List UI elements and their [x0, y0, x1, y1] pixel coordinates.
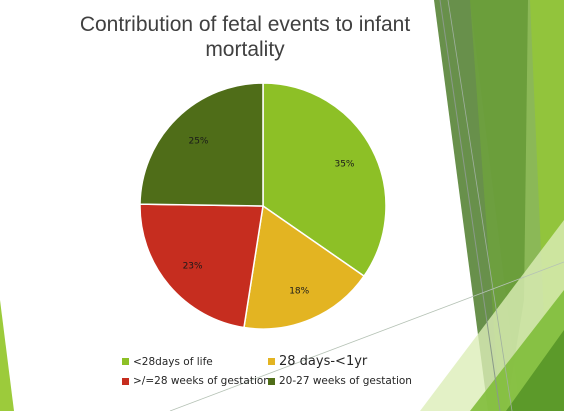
slice-data-label: 23%: [183, 261, 203, 271]
pie-data-labels: 35% 18% 23% 25%: [183, 136, 355, 296]
decor-olive-wedge: [506, 330, 564, 411]
decor-line-1: [439, 0, 501, 411]
legend-swatch-1: [268, 358, 275, 365]
legend-swatch-3: [268, 377, 275, 385]
decor-line-2: [447, 0, 513, 411]
legend-item: <28days of life: [122, 354, 268, 369]
pie-slices: [139, 82, 387, 330]
pie-slice: [139, 203, 264, 329]
legend-item: 28 days-<1yr: [268, 354, 422, 369]
legend-item: >/=28 weeks of gestation: [122, 375, 270, 387]
slice-data-label: 35%: [334, 159, 354, 169]
legend-swatch-0: [122, 358, 129, 365]
decor-left-sliver: [0, 300, 14, 411]
legend-label: 20-27 weeks of gestation: [279, 375, 412, 387]
legend: <28days of life 28 days-<1yr >/=28 weeks…: [122, 354, 422, 387]
chart-title: Contribution of fetal events to infant m…: [79, 13, 411, 61]
slice-data-label: 18%: [289, 287, 309, 297]
legend-swatch-2: [122, 377, 129, 385]
pie-slice: [139, 82, 264, 207]
slice-data-label: 25%: [188, 136, 208, 146]
legend-label: >/=28 weeks of gestation: [133, 375, 270, 387]
legend-item: 20-27 weeks of gestation: [268, 375, 422, 387]
pie-slice: [243, 204, 366, 330]
legend-label: 28 days-<1yr: [279, 354, 368, 369]
decor-line-3: [169, 261, 564, 411]
pie-slice: [262, 82, 387, 278]
legend-label: <28days of life: [133, 355, 213, 368]
